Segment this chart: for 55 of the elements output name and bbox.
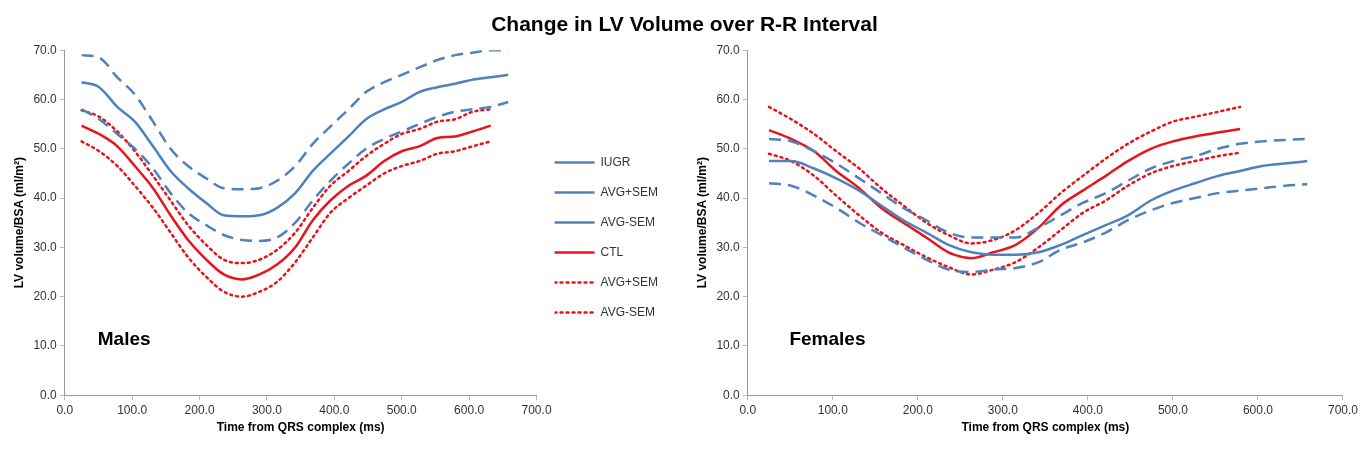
y-tick-label: 40.0	[33, 190, 58, 205]
line-series	[767, 105, 1242, 245]
x-axis-title: Time from QRS complex (ms)	[216, 420, 385, 435]
legend-label: AVG-SEM	[600, 304, 655, 319]
x-tick-label: 400.0	[319, 402, 350, 417]
x-tick-label: 500.0	[386, 402, 418, 417]
line-series	[80, 73, 510, 218]
line-series	[80, 140, 492, 298]
text: Change in LV Volume over R-R Interval	[490, 11, 879, 37]
x-tick-label: 700.0	[1327, 402, 1359, 417]
y-tick-label: 60.0	[716, 91, 741, 106]
x-tick-label: 700.0	[521, 402, 552, 417]
line-series	[80, 108, 492, 265]
y-tick-label: 0.0	[40, 387, 58, 402]
y-tick-label: 70.0	[716, 42, 741, 57]
y-axis-title: LV volume/BSA (ml/m²)	[11, 157, 26, 289]
y-tick-label: 10.0	[716, 338, 741, 353]
x-tick-label: 600.0	[454, 402, 485, 417]
y-tick-label: 50.0	[716, 141, 741, 156]
legend-label: AVG-SEM	[600, 214, 655, 229]
y-tick-label: 20.0	[716, 288, 741, 303]
y-tick-label: 20.0	[33, 288, 58, 303]
y-tick-label: 50.0	[33, 141, 58, 156]
line-series	[80, 124, 492, 281]
y-tick-label: 40.0	[716, 190, 741, 205]
x-tick-label: 300.0	[987, 402, 1019, 417]
x-tick-label: 0.0	[56, 402, 74, 417]
legend-label: CTL	[600, 244, 624, 259]
legend-label: AVG+SEM	[600, 274, 659, 289]
legend-label: AVG+SEM	[600, 184, 659, 199]
y-tick-label: 70.0	[33, 42, 58, 57]
line-series	[80, 100, 510, 243]
x-tick-label: 0.0	[739, 402, 757, 417]
y-tick-label: 0.0	[723, 387, 741, 402]
y-tick-label: 60.0	[33, 91, 58, 106]
y-tick-label: 10.0	[33, 338, 58, 353]
x-tick-label: 100.0	[117, 402, 148, 417]
x-tick-label: 500.0	[1157, 402, 1189, 417]
x-axis-title: Time from QRS complex (ms)	[961, 420, 1130, 435]
line-series	[767, 151, 1242, 276]
x-tick-label: 300.0	[251, 402, 283, 417]
line-series	[767, 159, 1309, 256]
x-tick-label: 600.0	[1242, 402, 1274, 417]
x-tick-label: 200.0	[902, 402, 934, 417]
y-tick-label: 30.0	[716, 239, 741, 254]
x-tick-label: 200.0	[184, 402, 215, 417]
y-tick-label: 30.0	[33, 239, 58, 254]
x-tick-label: 100.0	[817, 402, 849, 417]
legend-label: IUGR	[600, 154, 631, 169]
annotation: Males	[97, 328, 151, 350]
annotation: Females	[789, 328, 866, 350]
x-tick-label: 400.0	[1072, 402, 1104, 417]
line-series	[767, 182, 1309, 274]
y-axis-title: LV volume/BSA (ml/m²)	[694, 157, 709, 289]
line-series	[767, 127, 1242, 260]
